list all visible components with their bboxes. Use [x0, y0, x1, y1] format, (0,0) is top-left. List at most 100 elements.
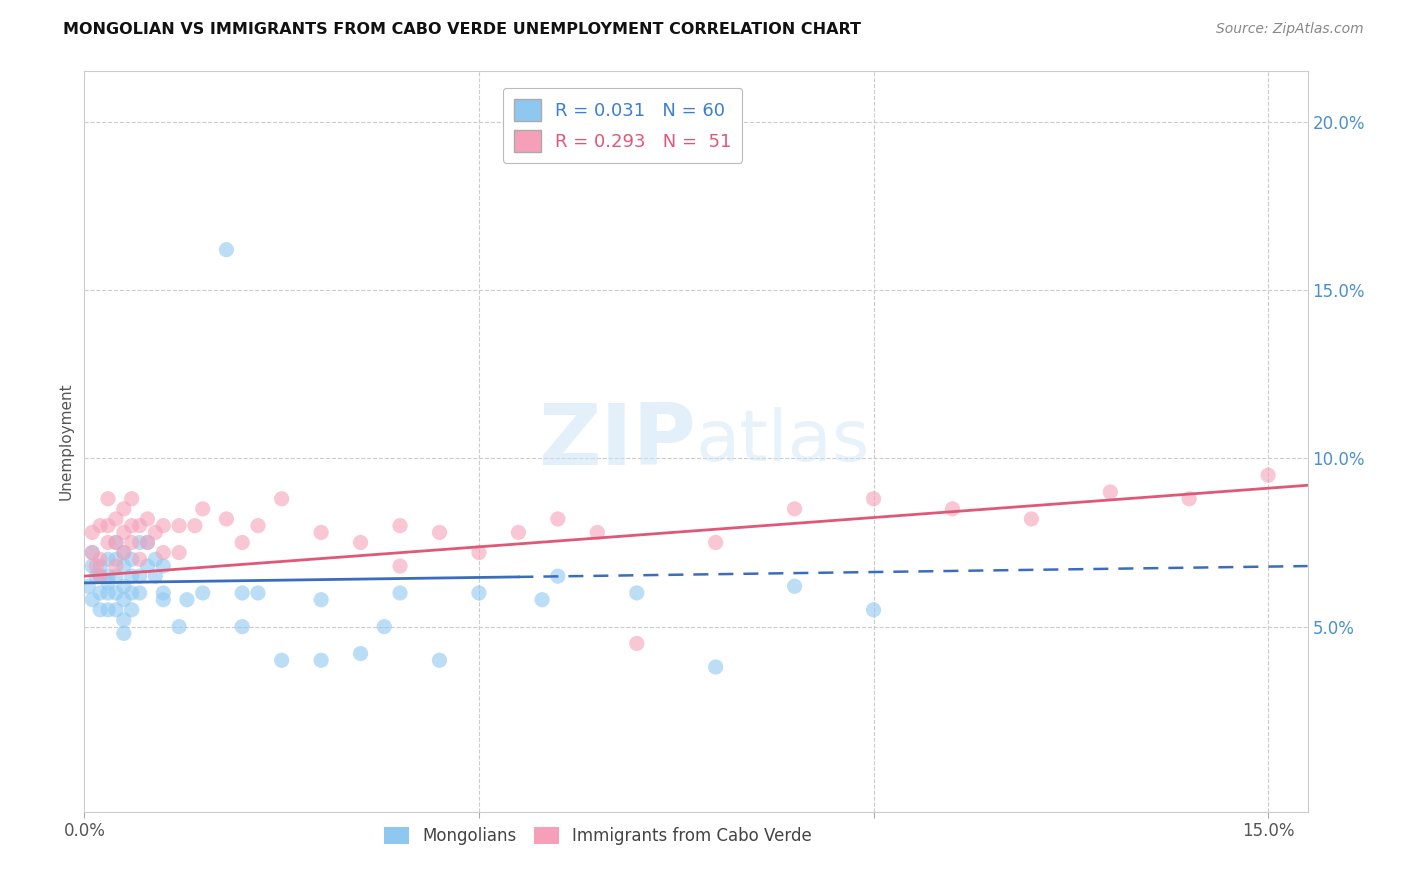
Point [373, 619, 395, 633]
Point [152, 546, 174, 560]
Text: atlas: atlas [696, 407, 870, 476]
Point [231, 586, 253, 600]
Point [82, 546, 104, 560]
Point [626, 586, 648, 600]
Point [104, 559, 127, 574]
Point [1021, 512, 1043, 526]
Point [89, 603, 111, 617]
Point [89, 559, 111, 574]
Point [191, 501, 214, 516]
Point [97, 518, 120, 533]
Point [112, 592, 135, 607]
Point [145, 569, 167, 583]
Point [112, 559, 135, 574]
Point [104, 586, 127, 600]
Point [145, 525, 167, 540]
Legend: Mongolians, Immigrants from Cabo Verde: Mongolians, Immigrants from Cabo Verde [378, 820, 818, 852]
Point [152, 518, 174, 533]
Point [941, 501, 963, 516]
Point [167, 546, 190, 560]
Text: ZIP: ZIP [538, 400, 696, 483]
Point [112, 626, 135, 640]
Point [468, 546, 491, 560]
Point [97, 603, 120, 617]
Point [89, 569, 111, 583]
Point [121, 552, 143, 566]
Point [82, 525, 104, 540]
Point [389, 586, 412, 600]
Point [167, 518, 190, 533]
Point [309, 525, 332, 540]
Point [468, 586, 491, 600]
Point [84, 569, 107, 583]
Point [112, 613, 135, 627]
Point [862, 491, 884, 506]
Point [121, 491, 143, 506]
Point [97, 569, 120, 583]
Point [112, 525, 135, 540]
Point [191, 586, 214, 600]
Point [121, 569, 143, 583]
Point [89, 569, 111, 583]
Point [136, 535, 159, 549]
Point [215, 243, 238, 257]
Point [128, 552, 150, 566]
Point [89, 518, 111, 533]
Point [309, 653, 332, 667]
Point [97, 535, 120, 549]
Point [389, 518, 412, 533]
Point [215, 512, 238, 526]
Point [104, 535, 127, 549]
Text: Source: ZipAtlas.com: Source: ZipAtlas.com [1216, 22, 1364, 37]
Point [270, 653, 292, 667]
Point [145, 552, 167, 566]
Point [547, 569, 569, 583]
Point [104, 535, 127, 549]
Point [231, 535, 253, 549]
Point [270, 491, 292, 506]
Point [704, 535, 727, 549]
Point [82, 546, 104, 560]
Point [128, 518, 150, 533]
Point [176, 592, 198, 607]
Point [136, 512, 159, 526]
Point [77, 579, 100, 593]
Point [136, 535, 159, 549]
Point [104, 552, 127, 566]
Point [104, 603, 127, 617]
Point [104, 569, 127, 583]
Point [84, 559, 107, 574]
Point [89, 586, 111, 600]
Point [184, 518, 207, 533]
Point [112, 579, 135, 593]
Point [389, 559, 412, 574]
Point [112, 501, 135, 516]
Point [82, 559, 104, 574]
Point [309, 592, 332, 607]
Point [152, 592, 174, 607]
Point [121, 603, 143, 617]
Point [531, 592, 554, 607]
Text: MONGOLIAN VS IMMIGRANTS FROM CABO VERDE UNEMPLOYMENT CORRELATION CHART: MONGOLIAN VS IMMIGRANTS FROM CABO VERDE … [63, 22, 862, 37]
Point [152, 559, 174, 574]
Point [97, 491, 120, 506]
Point [121, 586, 143, 600]
Point [1178, 491, 1201, 506]
Point [97, 586, 120, 600]
Point [349, 647, 371, 661]
Point [783, 579, 806, 593]
Y-axis label: Unemployment: Unemployment [58, 383, 73, 500]
Point [246, 586, 269, 600]
Point [246, 518, 269, 533]
Point [89, 552, 111, 566]
Point [429, 653, 451, 667]
Point [167, 619, 190, 633]
Point [862, 603, 884, 617]
Point [586, 525, 609, 540]
Point [429, 525, 451, 540]
Point [97, 552, 120, 566]
Point [82, 592, 104, 607]
Point [121, 535, 143, 549]
Point [128, 569, 150, 583]
Point [783, 501, 806, 516]
